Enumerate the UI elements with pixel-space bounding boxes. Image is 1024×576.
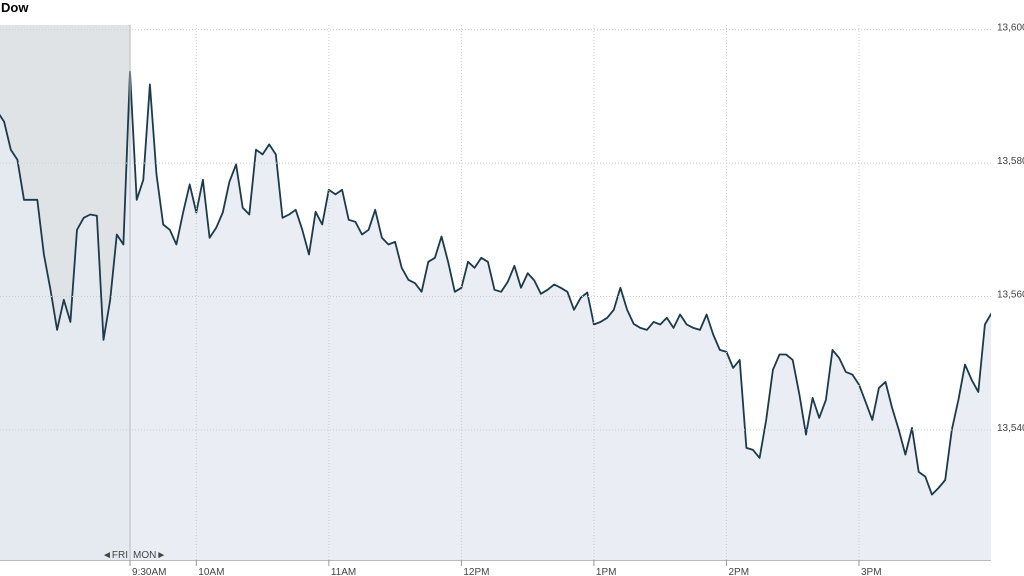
plot-area	[0, 25, 991, 560]
x-tick-label: 2PM	[728, 567, 749, 576]
chart-title: Dow	[1, 0, 29, 15]
x-tick-label: 11AM	[331, 567, 356, 576]
x-tick-label: 3PM	[861, 567, 882, 576]
x-tick-label: 12PM	[463, 567, 489, 576]
y-tick-label: 13,580	[997, 156, 1024, 167]
y-tick-label: 13,540	[997, 423, 1024, 434]
x-tick-label: 10AM	[198, 567, 224, 576]
x-tick-label: 1PM	[596, 567, 617, 576]
x-tick-label: 9:30AM	[132, 567, 166, 576]
area	[0, 71, 991, 560]
line	[0, 70, 991, 496]
annotation: ◄FRI	[102, 550, 128, 561]
y-tick-label: 13,600	[997, 23, 1024, 34]
annotation: MON►	[133, 550, 166, 561]
y-tick-label: 13,560	[997, 290, 1024, 301]
